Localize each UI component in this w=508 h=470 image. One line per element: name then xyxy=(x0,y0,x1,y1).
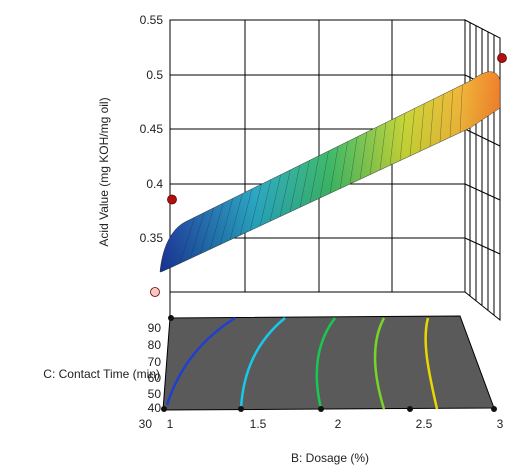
surface-mesh-line xyxy=(289,165,301,213)
surface-mesh-line xyxy=(319,150,329,199)
y-tick-label: 30 xyxy=(139,417,153,431)
surface-mesh-line xyxy=(179,217,195,264)
surface-mesh-line xyxy=(369,127,377,175)
surface-mesh-line xyxy=(239,188,253,236)
z-tick-label: 0.45 xyxy=(140,122,164,136)
design-point xyxy=(497,53,507,63)
floor-point xyxy=(161,406,167,412)
surface-mesh xyxy=(179,84,463,264)
contour-line-2 xyxy=(239,317,286,410)
y-tick-label: 50 xyxy=(148,387,162,401)
surface-mesh-line xyxy=(459,84,463,133)
surface-mesh-line xyxy=(219,198,234,245)
y-tick-label: 80 xyxy=(148,338,162,352)
floor-point xyxy=(318,406,324,412)
floor-point xyxy=(168,315,174,321)
floor-point xyxy=(407,406,413,412)
z-tick-label: 0.55 xyxy=(140,13,164,27)
y-axis-ticks: 90 80 70 60 50 40 30 xyxy=(139,321,162,431)
y-tick-label: 60 xyxy=(148,371,162,385)
y-axis-title: C: Contact Time (min) xyxy=(43,367,160,381)
surface-mesh-line xyxy=(279,169,291,217)
surface-mesh-line xyxy=(419,103,425,152)
design-points xyxy=(150,53,507,297)
surface-mesh-line xyxy=(349,136,358,185)
surface-mesh-line xyxy=(229,193,243,241)
floor-point xyxy=(238,406,244,412)
y-tick-label: 90 xyxy=(148,321,162,335)
surface-mesh-line xyxy=(449,89,454,138)
z-tick-label: 0.5 xyxy=(146,68,163,82)
y-tick-label: 40 xyxy=(148,401,162,415)
surface-mesh-line xyxy=(429,98,434,147)
surface-mesh-line xyxy=(189,212,205,259)
surface-mesh-line xyxy=(389,117,396,166)
design-point xyxy=(167,194,177,205)
z-tick-label: 0.35 xyxy=(140,231,164,245)
surface-mesh-line xyxy=(339,141,348,189)
surface-mesh-line xyxy=(249,184,262,231)
surface-mesh-line xyxy=(409,108,415,157)
x-tick-label: 2.5 xyxy=(416,417,433,431)
surface-mesh-line xyxy=(209,202,224,250)
surface-mesh-line xyxy=(299,160,310,208)
surface-mesh-line xyxy=(439,94,444,143)
surface-mesh-line xyxy=(399,113,406,161)
contour-floor xyxy=(161,292,497,412)
surface-mesh-line xyxy=(309,155,320,203)
x-axis-ticks: 1 1.5 2 2.5 3 xyxy=(167,417,504,431)
surface-mesh-line xyxy=(329,146,339,194)
surface-mesh-line xyxy=(379,122,387,171)
x-tick-label: 1 xyxy=(167,417,174,431)
x-tick-label: 3 xyxy=(497,417,504,431)
x-tick-label: 1.5 xyxy=(250,417,267,431)
z-tick-label: 0.4 xyxy=(146,177,163,191)
y-tick-label: 70 xyxy=(148,355,162,369)
contour-line-5 xyxy=(424,317,439,410)
surface-mesh-line xyxy=(359,132,368,180)
z-axis-title: Acid Value (mg KOH/mg oil) xyxy=(97,97,111,246)
x-axis-title: B: Dosage (%) xyxy=(291,451,369,465)
surface-mesh-line xyxy=(199,207,214,255)
floor-point xyxy=(491,406,497,412)
design-point xyxy=(150,287,160,297)
surface-mesh-line xyxy=(269,174,281,222)
contour-line-3 xyxy=(315,317,336,410)
response-surface xyxy=(159,71,501,273)
contour-line-4 xyxy=(373,317,386,410)
contour-line-1 xyxy=(165,316,236,406)
x-tick-label: 2 xyxy=(335,417,342,431)
surface-mesh-line xyxy=(259,179,272,227)
z-axis-ticks: 0.55 0.5 0.45 0.4 0.35 xyxy=(140,13,164,245)
